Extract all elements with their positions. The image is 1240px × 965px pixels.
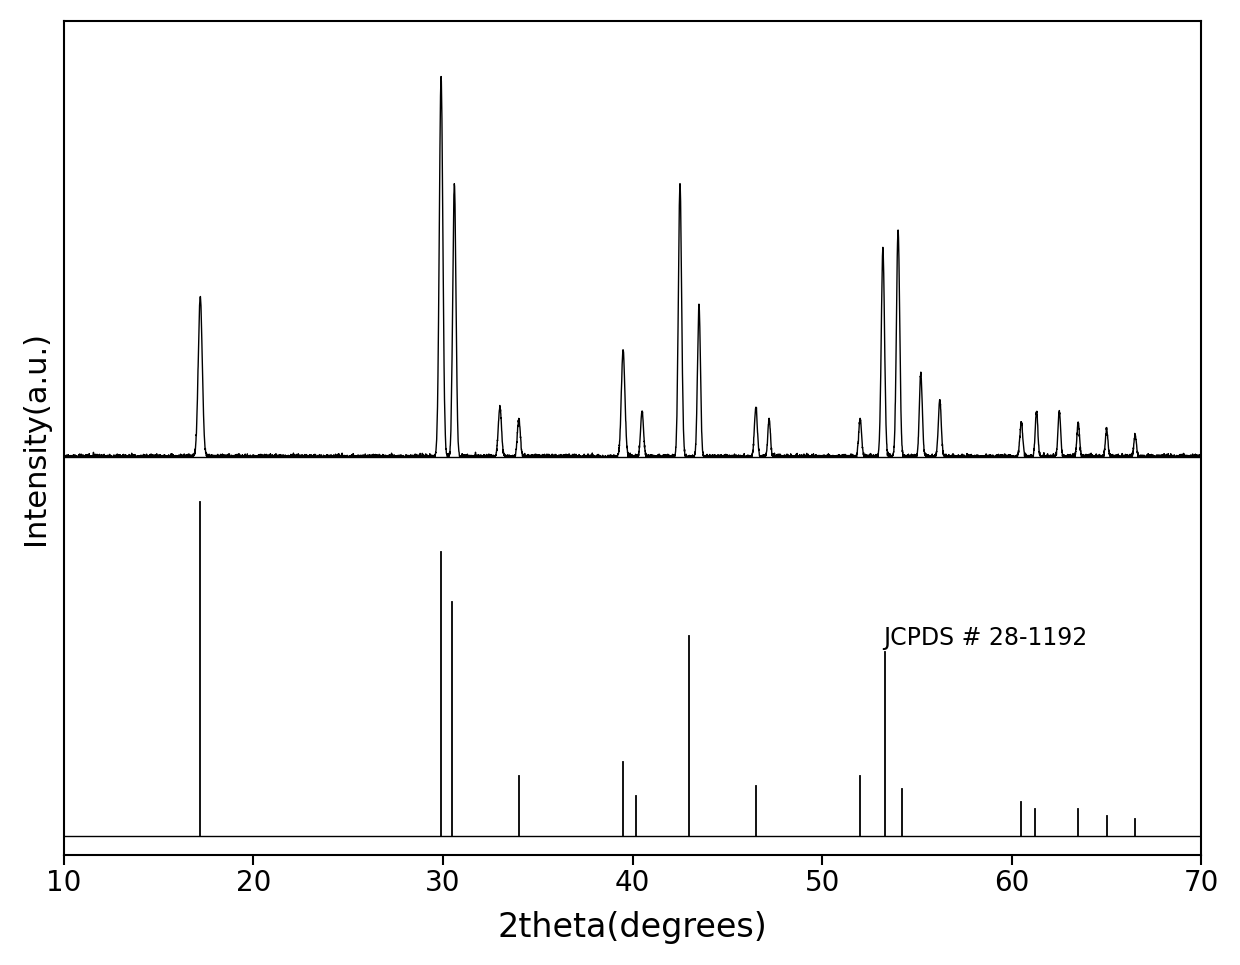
X-axis label: 2theta(degrees): 2theta(degrees) — [497, 911, 768, 944]
Text: JCPDS # 28-1192: JCPDS # 28-1192 — [883, 626, 1087, 649]
Y-axis label: Intensity(a.u.): Intensity(a.u.) — [21, 331, 50, 545]
